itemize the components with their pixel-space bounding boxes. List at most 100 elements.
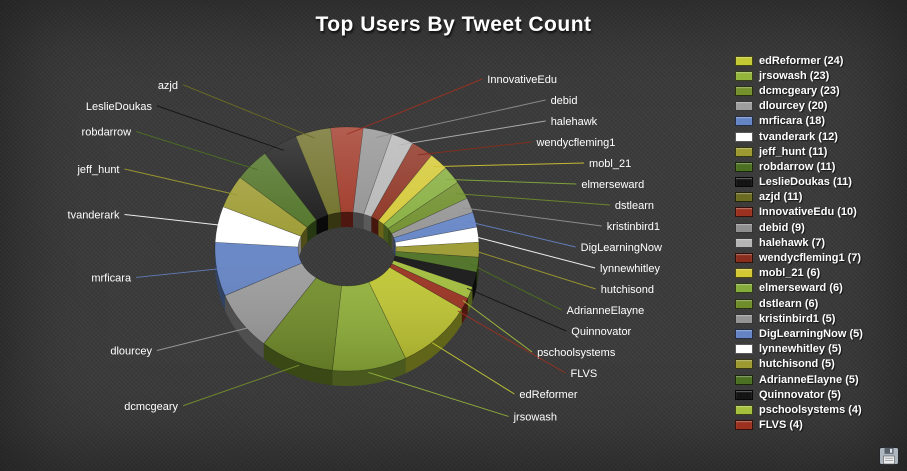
legend-label: AdrianneElayne (5) [759,373,859,386]
legend-label: kristinbird1 (5) [759,312,836,325]
leader-line [469,263,562,311]
legend-item-debid[interactable]: debid (9) [735,220,863,235]
leader-line [467,220,576,248]
slice-label-dlourcey: dlourcey [110,346,152,358]
legend-item-edReformer[interactable]: edReformer (24) [735,53,863,68]
legend-label: dlourcey (20) [759,100,828,113]
leader-line [124,168,238,196]
legend-swatch [735,404,753,415]
slice-label-halehawk: halehawk [551,116,598,128]
legend-item-pschoolsystems[interactable]: pschoolsystems (4) [735,402,863,417]
slice-label-InnovativeEdu: InnovativeEdu [487,74,557,86]
legend-item-halehawk[interactable]: halehawk (7) [735,235,863,250]
legend-item-robdarrow[interactable]: robdarrow (11) [735,159,863,174]
leader-line [346,78,483,135]
legend-label: mrficara (18) [759,115,826,128]
slice-label-DigLearningNow: DigLearningNow [581,242,662,254]
slice-label-edReformer: edReformer [519,389,577,401]
legend-label: FLVS (4) [759,419,803,432]
slice-label-robdarrow: robdarrow [82,126,132,138]
leader-line [432,342,515,395]
leader-line [399,120,546,146]
leader-line [182,84,316,139]
legend-item-jrsowash[interactable]: jrsowash (23) [735,68,863,83]
legend-item-dcmcgeary[interactable]: dcmcgeary (23) [735,83,863,98]
legend-swatch [735,161,753,172]
leader-line [182,364,300,407]
legend-swatch [735,237,753,248]
legend-label: lynnewhitley (5) [759,343,842,356]
leader-line [156,327,248,352]
legend-swatch [735,177,753,188]
slice-label-azjd: azjd [158,80,178,92]
legend-item-DigLearningNow[interactable]: DigLearningNow (5) [735,326,863,341]
leader-line [470,234,596,269]
legend-item-azjd[interactable]: azjd (11) [735,190,863,205]
leader-line [156,105,284,151]
legend-item-Quinnovator[interactable]: Quinnovator (5) [735,387,863,402]
legend-swatch [735,253,753,264]
legend-swatch [735,222,753,233]
slice-label-jrsowash: jrsowash [513,411,557,423]
slice-label-dstlearn: dstlearn [615,200,654,212]
leader-line [417,141,532,156]
legend-item-elmerseward[interactable]: elmerseward (6) [735,281,863,296]
leader-line [136,267,225,278]
slice-label-AdrianneElayne: AdrianneElayne [567,305,645,317]
legend-label: DigLearningNow (5) [759,327,863,340]
save-button[interactable] [877,446,901,466]
legend-label: wendycfleming1 (7) [759,252,862,265]
legend-swatch [735,268,753,279]
legend-swatch [735,116,753,127]
legend-label: elmerseward (6) [759,282,843,295]
slice-label-jeff_hunt: jeff_hunt [76,164,119,176]
legend-swatch [735,328,753,339]
leader-line [445,178,577,185]
legend-label: azjd (11) [759,191,803,204]
legend: edReformer (24) jrsowash (23) dcmcgeary (2… [735,53,863,433]
legend-item-dstlearn[interactable]: dstlearn (6) [735,296,863,311]
legend-label: jrsowash (23) [759,69,830,82]
legend-item-tvanderark[interactable]: tvanderark (12) [735,129,863,144]
legend-label: robdarrow (11) [759,160,836,173]
legend-item-kristinbird1[interactable]: kristinbird1 (5) [735,311,863,326]
slice-label-Quinnovator: Quinnovator [571,326,631,338]
legend-swatch [735,389,753,400]
legend-item-LeslieDoukas[interactable]: LeslieDoukas (11) [735,175,863,190]
legend-label: halehawk (7) [759,236,826,249]
slice-label-mrficara: mrficara [91,272,132,284]
legend-label: debid (9) [759,221,805,234]
leader-line [135,131,258,171]
slice-label-FLVS: FLVS [570,368,597,380]
legend-label: Quinnovator (5) [759,388,841,401]
legend-label: pschoolsystems (4) [759,403,862,416]
legend-item-AdrianneElayne[interactable]: AdrianneElayne (5) [735,372,863,387]
legend-label: LeslieDoukas (11) [759,176,852,189]
legend-swatch [735,298,753,309]
legend-item-hutchisond[interactable]: hutchisond (5) [735,357,863,372]
floppy-disk-icon [879,447,899,465]
legend-swatch [735,344,753,355]
legend-item-FLVS[interactable]: FLVS (4) [735,418,863,433]
legend-swatch [735,313,753,324]
slice-label-debid: debid [551,95,578,107]
legend-swatch [735,85,753,96]
slice-label-dcmcgeary: dcmcgeary [124,401,178,413]
legend-item-InnovativeEdu[interactable]: InnovativeEdu (10) [735,205,863,220]
legend-item-lynnewhitley[interactable]: lynnewhitley (5) [735,342,863,357]
chart-title: Top Users By Tweet Count [315,13,592,36]
legend-item-jeff_hunt[interactable]: jeff_hunt (11) [735,144,863,159]
legend-swatch [735,420,753,431]
leader-line [457,310,566,374]
legend-item-wendycfleming1[interactable]: wendycfleming1 (7) [735,250,863,265]
leader-line [455,193,610,206]
legend-item-dlourcey[interactable]: dlourcey (20) [735,99,863,114]
slice-label-wendycfleming1: wendycfleming1 [535,137,615,149]
legend-swatch [735,70,753,81]
legend-label: jeff_hunt (11) [759,145,828,158]
legend-item-mobl_21[interactable]: mobl_21 (6) [735,266,863,281]
slice-label-tvanderark: tvanderark [68,209,120,221]
leader-line [433,162,585,168]
legend-item-mrficara[interactable]: mrficara (18) [735,114,863,129]
